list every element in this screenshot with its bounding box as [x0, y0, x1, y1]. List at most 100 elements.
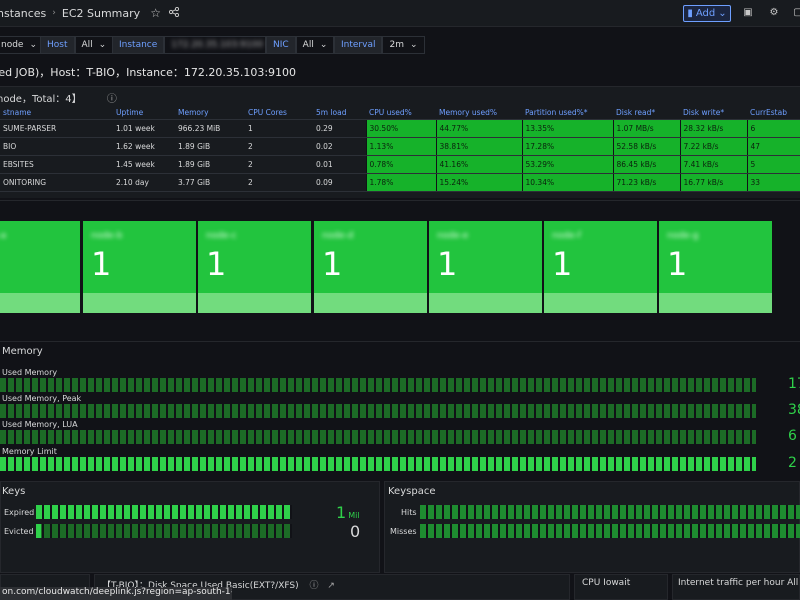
- chevron-down-icon: ⌄: [319, 40, 328, 50]
- table-cell: 47: [746, 137, 800, 156]
- table-cell: 1.62 week: [113, 137, 175, 156]
- table-row[interactable]: BIO 1.62 week 1.89 GiB 2 0.02 1.13% 38.81% 17.2…: [0, 137, 800, 156]
- info-icon[interactable]: ⓘ: [106, 94, 117, 105]
- nodes-panel-title-text: node，Total：4】: [0, 94, 82, 105]
- table-cell: 1.45 week: [113, 155, 175, 174]
- column-header[interactable]: Partition used%*: [522, 106, 613, 120]
- table-row[interactable]: ONITORING 2.10 day 3.77 GiB 2 0.09 1.78% 15.24…: [0, 173, 800, 192]
- memory-bar-value: 17: [788, 376, 800, 392]
- column-header[interactable]: Memory: [175, 106, 245, 120]
- keys-row-value: 0: [350, 522, 362, 541]
- table-cell: 1: [245, 119, 313, 138]
- memory-bar-value: 38: [788, 402, 800, 418]
- keys-panel-title: Keys: [2, 486, 26, 497]
- gear-icon[interactable]: ⚙: [769, 7, 779, 18]
- table-cell: 1.89 GiB: [175, 155, 245, 174]
- memory-panel-title: Memory: [2, 346, 43, 357]
- table-cell: 3.77 GiB: [175, 173, 245, 192]
- node-variable[interactable]: node ⌄: [0, 36, 45, 54]
- disk-space-title-text: 【T-BIO】：Disk Space Used Basic(EXT?/XFS): [102, 581, 299, 591]
- node-status-tile[interactable]: node-c 1: [198, 221, 311, 313]
- table-cell: 7.22 kB/s: [679, 137, 747, 156]
- info-icon[interactable]: ⓘ: [309, 581, 319, 591]
- interval-variable[interactable]: Interval 2m ⌄: [334, 36, 425, 54]
- memory-bar-gauge: [0, 457, 756, 471]
- instance-variable[interactable]: Instance 172.20.35.103:9100⌄: [112, 36, 277, 54]
- keys-row-label: Evicted: [4, 527, 34, 536]
- table-cell: 41.16%: [435, 155, 522, 174]
- table-cell: 2: [245, 173, 313, 192]
- memory-bar-value: 2: [788, 455, 797, 471]
- node-status-tile[interactable]: node-e 1: [429, 221, 542, 313]
- star-icon[interactable]: ☆: [150, 6, 161, 20]
- table-row[interactable]: SUME-PARSER 1.01 week 966.23 MiB 1 0.29 30.50…: [0, 119, 800, 138]
- breadcrumb-parent[interactable]: nstances: [0, 6, 47, 20]
- add-button-label: Add: [695, 8, 716, 19]
- table-cell: 0.29: [313, 119, 366, 138]
- tile-sparkline: [429, 293, 542, 313]
- node-variable-value: node: [1, 40, 24, 50]
- keys-row-number: 1: [336, 503, 347, 522]
- tile-node-name: node-d: [322, 231, 354, 241]
- column-header[interactable]: 5m load: [313, 106, 366, 120]
- variables-bar: node ⌄ Host All ⌄ Instance 172.20.35.103:9…: [0, 36, 800, 54]
- bar-chart-icon: ▮: [687, 8, 693, 19]
- keys-row-number: 0: [350, 522, 361, 541]
- table-row[interactable]: EBSITES 1.45 week 1.89 GiB 2 0.01 0.78% 41.16%…: [0, 155, 800, 174]
- host-variable[interactable]: Host All ⌄: [40, 36, 114, 54]
- table-cell: 2: [245, 137, 313, 156]
- chevron-right-icon: ›: [52, 8, 56, 18]
- column-header[interactable]: Uptime: [113, 106, 175, 120]
- dashboard-subtitle: ted JOB)，Host：T-BIO，Instance：172.20.35.1…: [0, 66, 297, 79]
- breadcrumb-current[interactable]: EC2 Summary: [61, 6, 141, 20]
- keyspace-row-label: Misses: [390, 527, 417, 536]
- node-status-tile[interactable]: node-a1: [0, 221, 80, 313]
- column-header[interactable]: CPU used%: [366, 106, 436, 120]
- table-cell: 0.01: [313, 155, 366, 174]
- keys-row-gauge: [36, 505, 292, 519]
- table-cell: 1.13%: [365, 137, 436, 156]
- tile-sparkline: [544, 293, 657, 313]
- table-cell: 13.35%: [521, 119, 613, 138]
- table-cell: 7.41 kB/s: [679, 155, 747, 174]
- tile-node-name: node-c: [206, 231, 237, 241]
- share-icon[interactable]: [168, 6, 180, 20]
- tile-sparkline: [0, 293, 80, 313]
- tile-value: 1: [322, 245, 343, 283]
- tile-value: 1: [552, 245, 573, 283]
- table-cell: 71.23 kB/s: [612, 173, 680, 192]
- memory-bar-gauge: [0, 378, 756, 392]
- column-header[interactable]: CurrEstab: [747, 106, 800, 120]
- tv-icon[interactable]: ▢: [793, 7, 800, 18]
- memory-bar-label: Used Memory, LUA: [2, 420, 78, 429]
- host-variable-label: Host: [40, 36, 75, 54]
- nic-variable-value: All: [302, 40, 314, 50]
- traffic-panel-title: Internet traffic per hour All: [678, 578, 799, 588]
- node-status-tile[interactable]: node-b 1: [83, 221, 196, 313]
- tile-sparkline: [83, 293, 196, 313]
- nic-variable[interactable]: NIC All ⌄: [266, 36, 335, 54]
- tile-value: 1: [91, 245, 112, 283]
- tile-sparkline: [198, 293, 311, 313]
- memory-bar-value: 6: [788, 428, 797, 444]
- column-header[interactable]: stname: [0, 106, 113, 120]
- node-status-tile[interactable]: node-d 1: [314, 221, 427, 313]
- top-navbar: nstances › EC2 Summary ☆ ▮ Add ⌄ ▣ ⚙ ▢: [0, 0, 800, 27]
- keyspace-row-label: Hits: [401, 508, 417, 517]
- table-cell: BIO: [0, 137, 113, 156]
- chevron-down-icon: ⌄: [98, 40, 107, 50]
- external-link-icon[interactable]: ↗: [327, 581, 335, 591]
- column-header[interactable]: Memory used%: [436, 106, 522, 120]
- column-header[interactable]: CPU Cores: [245, 106, 313, 120]
- column-header[interactable]: Disk write*: [680, 106, 747, 120]
- tile-sparkline: [314, 293, 427, 313]
- tile-value: 1: [437, 245, 458, 283]
- node-status-tile[interactable]: node-f 1: [544, 221, 657, 313]
- add-panel-button[interactable]: ▮ Add ⌄: [683, 5, 731, 22]
- column-header[interactable]: Disk read*: [613, 106, 680, 120]
- save-icon[interactable]: ▣: [743, 7, 753, 18]
- nodes-table: stname Uptime Memory CPU Cores 5m load C…: [0, 106, 800, 192]
- chevron-down-icon: ⌄: [409, 40, 418, 50]
- node-status-tile[interactable]: node-g 1: [659, 221, 772, 313]
- host-variable-value: All: [81, 40, 93, 50]
